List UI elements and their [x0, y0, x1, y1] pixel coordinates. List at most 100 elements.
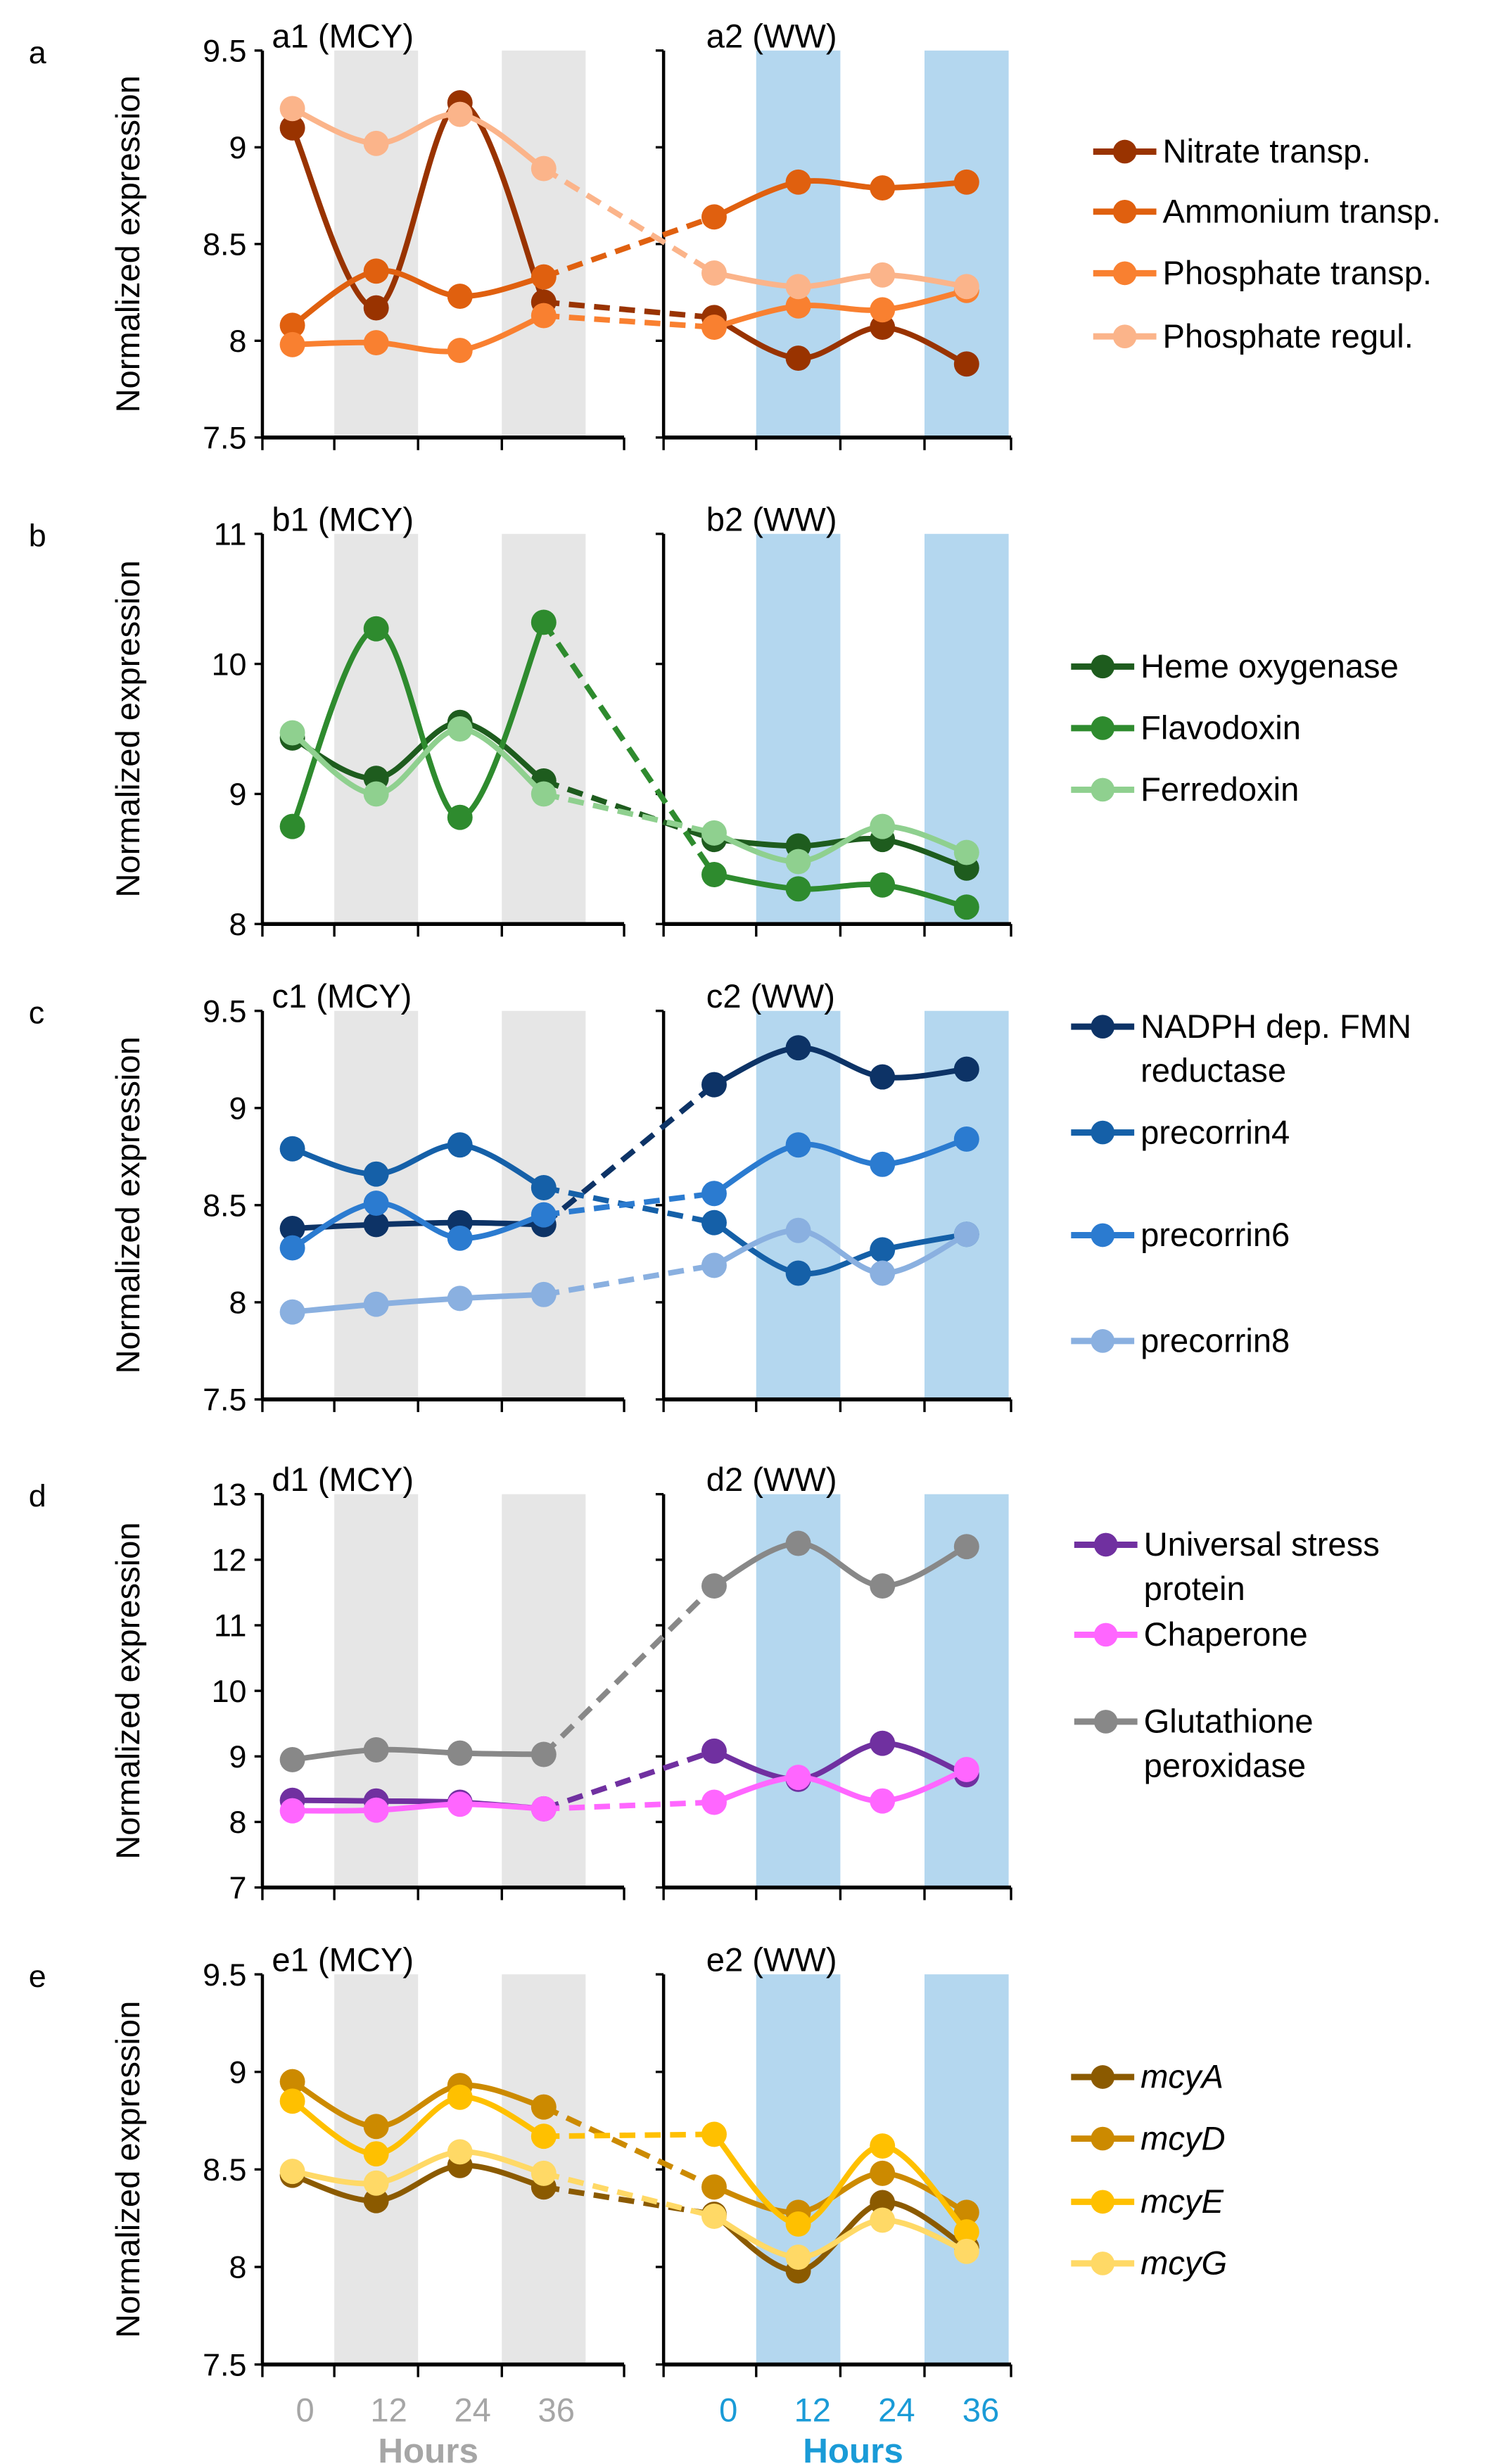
data-point — [531, 303, 557, 329]
x-axis-label-mcy: Hours — [378, 2432, 478, 2464]
data-point — [447, 2084, 473, 2110]
data-point — [785, 1132, 811, 1158]
x-tick-label-ww: 0 — [719, 2391, 737, 2428]
series-line-left — [291, 267, 545, 328]
legend-label: Flavodoxin — [1141, 709, 1301, 747]
data-point — [870, 1260, 896, 1286]
legend-marker — [1091, 2126, 1115, 2151]
data-point — [279, 2159, 305, 2185]
data-point — [447, 1791, 473, 1817]
legend-marker — [1091, 2252, 1115, 2275]
subplot-title-left: d1 (MCY) — [272, 1461, 414, 1498]
dark-period-band-mcy — [502, 533, 586, 925]
data-point — [447, 284, 473, 310]
y-tick-label: 8.5 — [203, 2152, 246, 2187]
series-line-left — [291, 2079, 545, 2130]
legend-label: precorrin6 — [1141, 1216, 1290, 1253]
data-point — [953, 1056, 979, 1082]
series-connector-dashed — [543, 1262, 715, 1297]
data-point — [531, 781, 557, 807]
series-connector-dashed — [542, 778, 716, 842]
data-point — [785, 1217, 811, 1243]
data-point — [279, 1746, 305, 1772]
data-point — [363, 1737, 389, 1763]
series-ferredoxin — [279, 716, 979, 875]
data-point — [531, 155, 557, 182]
x-tick-label-mcy: 0 — [296, 2391, 314, 2428]
series-flavodoxin — [279, 609, 979, 920]
panel-a: 9.5 9 8.5 8 7.5 a a1 (MCY) a2 (WW) Normalized ex… — [29, 17, 1441, 455]
panel-letter: c — [29, 995, 44, 1031]
legend-entry: Ammonium transp. — [1093, 193, 1441, 230]
series-line-left — [292, 1291, 544, 1315]
data-point — [279, 2088, 305, 2114]
data-point — [447, 1285, 473, 1312]
series-line-left — [291, 1200, 545, 1251]
legend-marker — [1091, 1223, 1115, 1247]
series-line-left — [291, 1142, 545, 1190]
data-point — [870, 2207, 896, 2233]
series-line-right — [712, 2132, 969, 2234]
legend-label: Ferredoxin — [1141, 770, 1299, 808]
y-axis-label: Normalized expression — [109, 75, 146, 412]
y-tick-label: 9 — [229, 1090, 247, 1126]
subplot-title-left: c1 (MCY) — [272, 977, 412, 1015]
data-point — [701, 2203, 727, 2229]
series-line-left — [289, 621, 547, 828]
legend-label: mcyE — [1141, 2183, 1224, 2220]
legend-entry: Ferredoxin — [1071, 770, 1299, 808]
data-point — [953, 1756, 979, 1782]
legend-entry: mcyE — [1071, 2183, 1224, 2220]
data-point — [279, 312, 305, 338]
dark-period-band-ww — [924, 1494, 1009, 1888]
data-point — [953, 1221, 979, 1247]
series-connector-dashed — [542, 214, 716, 280]
data-point — [447, 338, 473, 364]
panel-b: 11 10 9 8 b b1 (MCY) b2 (WW) Normalized express… — [29, 500, 1399, 942]
data-point — [785, 274, 811, 300]
data-point — [363, 1212, 389, 1238]
legend-label: NADPH dep. FMN — [1141, 1008, 1411, 1045]
data-point — [701, 1573, 727, 1599]
subplot-title-right: b2 (WW) — [706, 500, 837, 538]
series-connector-dashed — [542, 1082, 716, 1227]
data-point — [363, 1161, 389, 1187]
legend-label: peroxidase — [1144, 1746, 1307, 1784]
y-axis-label: Normalized expression — [109, 1036, 146, 1373]
data-point — [531, 1741, 557, 1767]
data-point — [447, 1740, 473, 1766]
series-line-left — [291, 2162, 545, 2204]
legend-entry: mcyA — [1071, 2058, 1224, 2095]
y-tick-label: 12 — [212, 1542, 247, 1578]
subplot-title-left: e1 (MCY) — [272, 1941, 414, 1979]
subplot-title-left: a1 (MCY) — [272, 17, 414, 54]
y-tick-label: 7.5 — [203, 1382, 246, 1418]
y-tick-label: 9.5 — [203, 1957, 246, 1993]
legend-entry: Universal stress protein — [1074, 1525, 1380, 1607]
legend-marker — [1112, 261, 1137, 286]
data-point — [785, 876, 811, 902]
data-point — [870, 1237, 896, 1263]
dark-period-band-mcy — [502, 50, 586, 438]
panel-e: 9.5 9 8.5 8 7.5 e e1 (MCY) e2 (WW) Normalized ex… — [29, 1941, 1227, 2383]
y-tick-label: 13 — [212, 1476, 247, 1512]
data-point — [363, 330, 389, 356]
y-tick-label: 8.5 — [203, 227, 246, 262]
y-tick-label: 10 — [212, 646, 247, 682]
legend-label: Phosphate transp. — [1163, 254, 1432, 291]
legend-label: protein — [1144, 1570, 1245, 1607]
legend-entry: Phosphate regul. — [1093, 317, 1413, 355]
data-point — [701, 2174, 727, 2200]
x-tick-label-ww: 36 — [962, 2391, 999, 2428]
data-point — [363, 1190, 389, 1217]
series-line-right — [713, 2214, 968, 2261]
legend-label: Heme oxygenase — [1141, 647, 1399, 685]
series-connector-dashed — [542, 166, 716, 276]
data-point — [531, 1175, 557, 1200]
legend-marker — [1091, 1120, 1115, 1145]
data-point — [785, 293, 811, 319]
panel-letter: e — [29, 1958, 46, 1994]
legend-marker — [1112, 324, 1137, 348]
dark-period-band-ww — [756, 1494, 841, 1888]
dark-period-band-ww — [924, 1974, 1009, 2365]
